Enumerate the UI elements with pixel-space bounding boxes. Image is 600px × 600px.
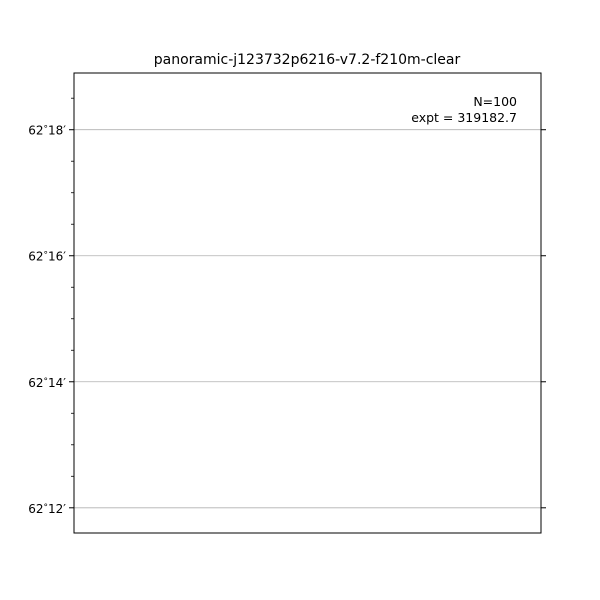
tick-labels: 12h37m45s12h37m30s12h37m15s12h37m00s62°1… (28, 124, 66, 516)
axis-ticks (69, 97, 546, 509)
grid-lines (74, 129, 541, 509)
exposure-time-label: expt = 319182.7 (411, 110, 517, 125)
plot-frame (73, 72, 542, 534)
chart-title: panoramic-j123732p6216-v7.2-f210m-clear (154, 52, 461, 68)
y-tick-label-3: 62°18′ (28, 124, 66, 138)
y-tick-label-0: 62°12′ (28, 502, 66, 516)
exposure-count-label: N=100 (473, 94, 517, 109)
y-tick-label-2: 62°16′ (28, 250, 66, 264)
y-tick-label-1: 62°14′ (28, 376, 66, 390)
